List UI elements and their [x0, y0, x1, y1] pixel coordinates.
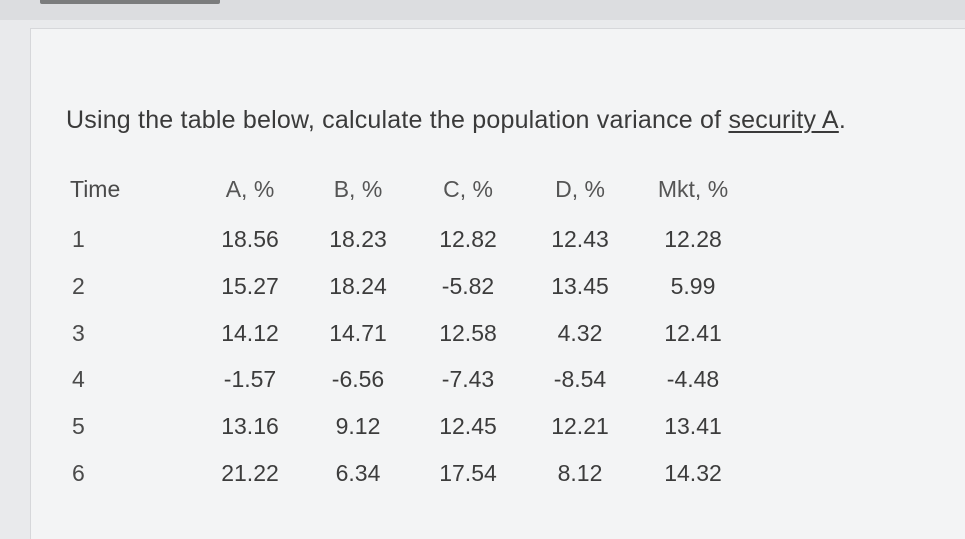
table-cell-d: 4.32 [557, 320, 603, 346]
table-cell-time: 1 [72, 226, 85, 252]
question-panel [30, 28, 965, 539]
table-cell-d: 13.45 [551, 273, 609, 299]
table-cell-mkt: 14.32 [664, 460, 722, 486]
table-cell-b: 14.71 [329, 320, 387, 346]
table-cell-c: -7.43 [441, 366, 495, 392]
table-cell-c: 12.45 [439, 413, 497, 439]
truncated-header [40, 0, 220, 4]
table-cell-mkt: 5.99 [670, 273, 716, 299]
column-header-c: C, % [443, 176, 493, 202]
table-cell-time: 2 [72, 273, 85, 299]
table-cell-b: 9.12 [335, 413, 381, 439]
table-cell-time: 4 [72, 366, 85, 392]
table-cell-mkt: 13.41 [664, 413, 722, 439]
column-header-b: B, % [333, 176, 383, 202]
table-cell-d: 12.21 [551, 413, 609, 439]
column-header-a: A, % [225, 176, 275, 202]
column-header-time: Time [70, 176, 121, 202]
returns-table: Time A, % B, % C, % D, % Mkt, % 1 18.56 18.23 12.… [70, 176, 729, 486]
table-cell-c: 12.82 [439, 226, 497, 252]
column-header-d: D, % [555, 176, 605, 202]
table-cell-time: 5 [72, 413, 85, 439]
table-cell-d: 8.12 [557, 460, 603, 486]
table-cell-d: -8.54 [553, 366, 607, 392]
question-text: Using the table below, calculate the pop… [66, 106, 846, 135]
table-cell-b: 6.34 [335, 460, 381, 486]
table-cell-a: 21.22 [221, 460, 279, 486]
table-cell-a: -1.57 [223, 366, 277, 392]
table-cell-c: 17.54 [439, 460, 497, 486]
table-cell-mkt: 12.28 [664, 226, 722, 252]
table-cell-a: 14.12 [221, 320, 279, 346]
table-cell-d: 12.43 [551, 226, 609, 252]
table-cell-c: -5.82 [441, 273, 495, 299]
table-cell-b: -6.56 [331, 366, 385, 392]
column-header-mkt: Mkt, % [657, 176, 729, 202]
table-cell-mkt: 12.41 [664, 320, 722, 346]
table-cell-time: 6 [72, 460, 85, 486]
table-cell-mkt: -4.48 [666, 366, 720, 392]
table-cell-a: 18.56 [221, 226, 279, 252]
table-cell-a: 13.16 [221, 413, 279, 439]
security-a-link[interactable]: security A [728, 106, 839, 134]
top-strip [0, 0, 965, 20]
table-cell-b: 18.23 [329, 226, 387, 252]
question-prefix: Using the table below, calculate the pop… [66, 106, 729, 134]
table-cell-b: 18.24 [329, 273, 387, 299]
table-cell-a: 15.27 [221, 273, 279, 299]
question-suffix: . [838, 106, 846, 134]
table-cell-c: 12.58 [439, 320, 497, 346]
table-cell-time: 3 [72, 320, 85, 346]
